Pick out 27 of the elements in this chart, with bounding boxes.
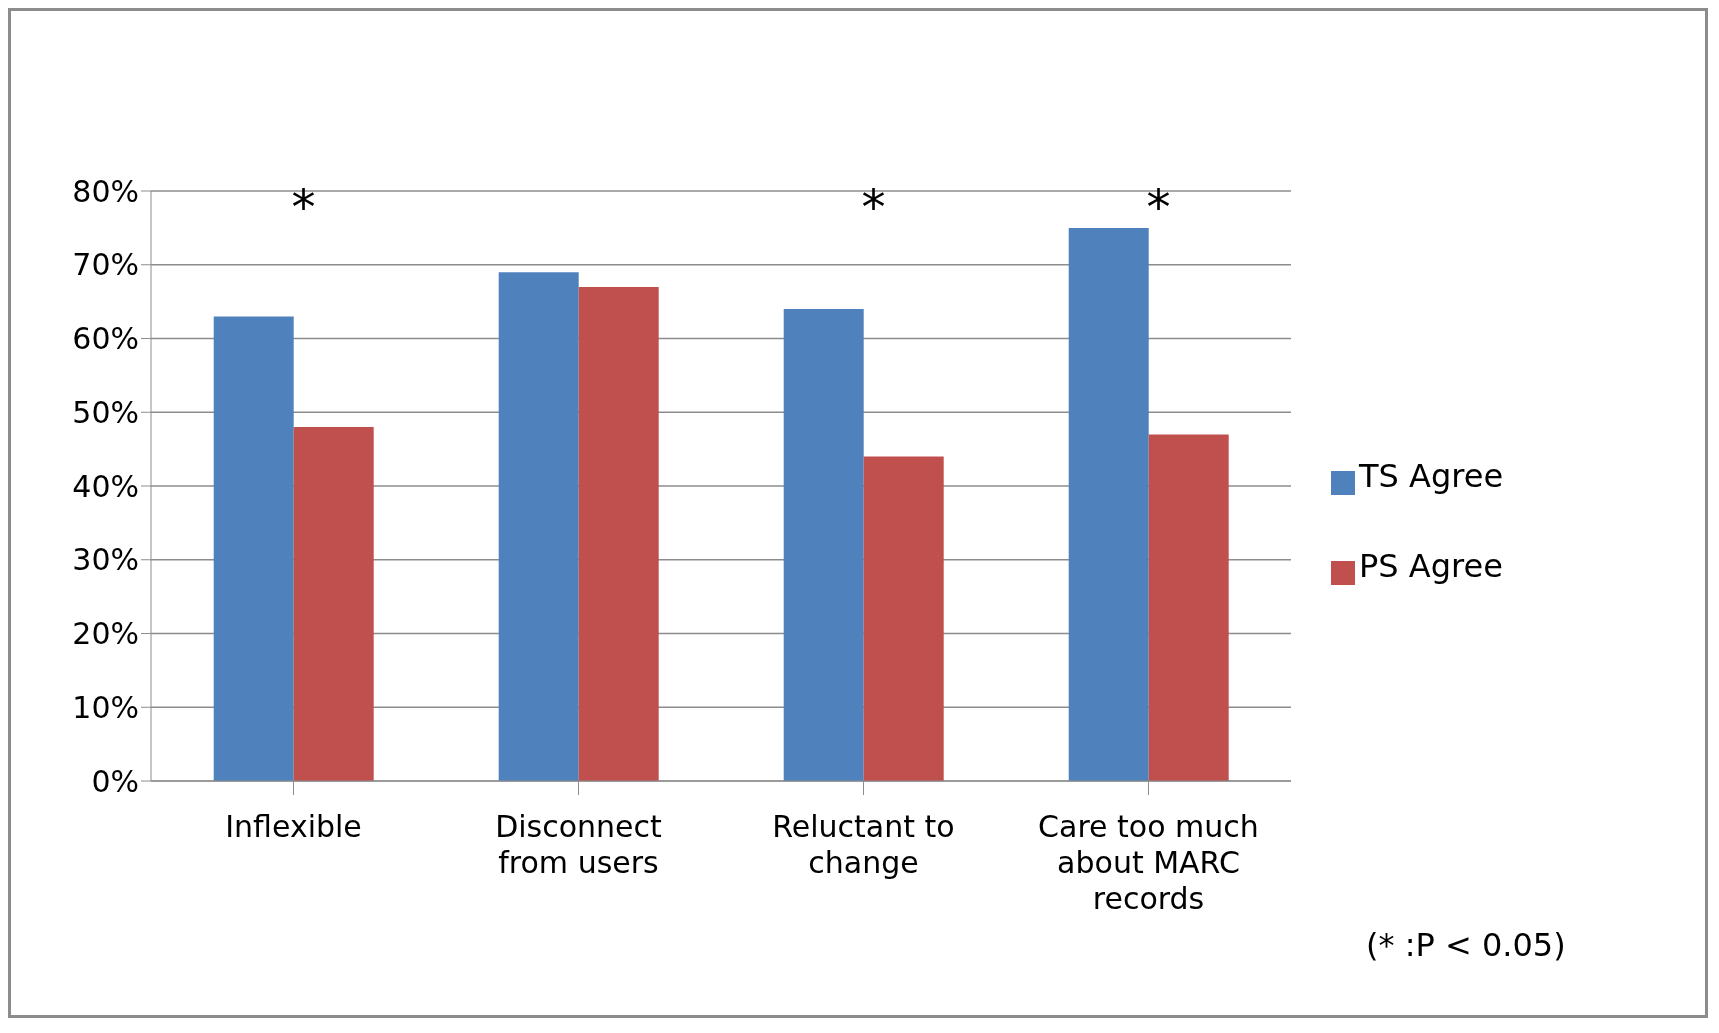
- x-tick-label: Disconnect from users: [495, 809, 663, 880]
- text: (* :P < 0.05): [1366, 926, 1566, 964]
- y-tick-label: 70%: [72, 247, 139, 283]
- bar: [1148, 434, 1229, 781]
- x-tick-label: Inflexible: [225, 809, 362, 844]
- y-tick-label: 50%: [72, 394, 139, 430]
- y-tick-label: 30%: [72, 542, 139, 578]
- y-tick-label: 20%: [72, 616, 139, 652]
- y-tick-label: 60%: [72, 321, 139, 357]
- y-tick-label: 0%: [91, 763, 139, 799]
- annotation: *: [1145, 179, 1172, 235]
- y-tick-label: 80%: [72, 173, 139, 209]
- bar: [498, 272, 579, 781]
- bar: [1068, 227, 1149, 781]
- bar: [783, 309, 864, 781]
- y-tick-label: 40%: [72, 468, 139, 504]
- annotation: *: [290, 179, 317, 235]
- bar: [293, 427, 374, 781]
- y-tick-label: 10%: [72, 689, 139, 725]
- legend-label: PS Agree: [1359, 547, 1503, 585]
- bar: [213, 316, 294, 781]
- bar: [578, 286, 659, 781]
- x-tick-label: Care too much about MARC records: [1038, 809, 1259, 916]
- legend-label: TS Agree: [1359, 457, 1504, 495]
- bar: [863, 456, 944, 781]
- annotation: *: [860, 179, 887, 235]
- x-tick-label: Reluctant to change: [772, 809, 955, 880]
